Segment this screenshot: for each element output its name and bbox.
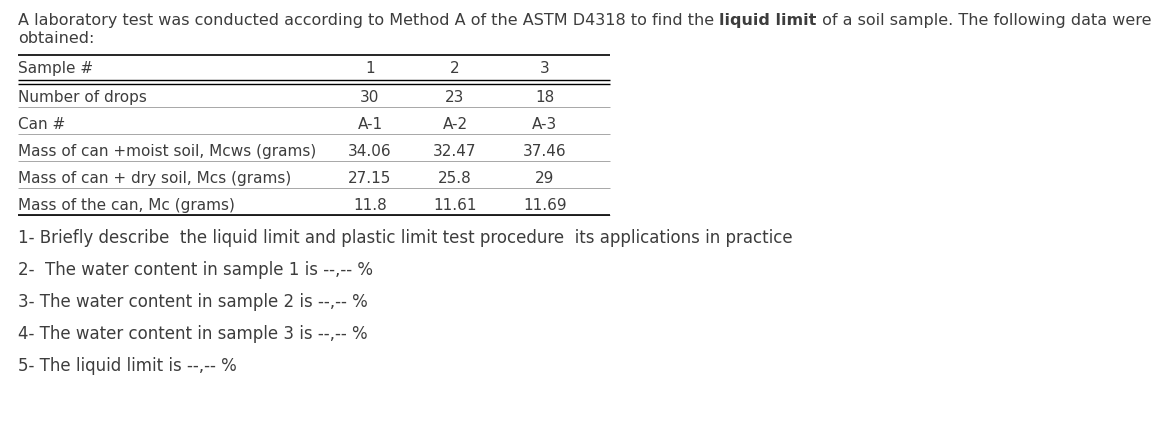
Text: obtained:: obtained: — [18, 31, 94, 46]
Text: Mass of the can, Mc (grams): Mass of the can, Mc (grams) — [18, 198, 235, 213]
Text: 29: 29 — [535, 171, 555, 186]
Text: 11.69: 11.69 — [524, 198, 566, 213]
Text: 37.46: 37.46 — [524, 144, 566, 159]
Text: Mass of can +moist soil, Mcws (grams): Mass of can +moist soil, Mcws (grams) — [18, 144, 317, 159]
Text: A-1: A-1 — [358, 117, 382, 132]
Text: 30: 30 — [360, 90, 380, 105]
Text: 4- The water content in sample 3 is --,-- %: 4- The water content in sample 3 is --,-… — [18, 325, 367, 343]
Text: A laboratory test was conducted according to Method A of the ASTM D4318 to find : A laboratory test was conducted accordin… — [18, 13, 719, 28]
Text: 3: 3 — [540, 61, 550, 76]
Text: Number of drops: Number of drops — [18, 90, 147, 105]
Text: Mass of can + dry soil, Mcs (grams): Mass of can + dry soil, Mcs (grams) — [18, 171, 291, 186]
Text: 5- The liquid limit is --,-- %: 5- The liquid limit is --,-- % — [18, 357, 237, 375]
Text: 2: 2 — [450, 61, 459, 76]
Text: 11.8: 11.8 — [353, 198, 387, 213]
Text: Can #: Can # — [18, 117, 66, 132]
Text: 1: 1 — [365, 61, 375, 76]
Text: A-3: A-3 — [533, 117, 557, 132]
Text: 25.8: 25.8 — [439, 171, 472, 186]
Text: liquid limit: liquid limit — [719, 13, 816, 28]
Text: 27.15: 27.15 — [349, 171, 391, 186]
Text: A-2: A-2 — [442, 117, 467, 132]
Text: 34.06: 34.06 — [349, 144, 391, 159]
Text: 3- The water content in sample 2 is --,-- %: 3- The water content in sample 2 is --,-… — [18, 293, 368, 311]
Text: 23: 23 — [445, 90, 465, 105]
Text: Sample #: Sample # — [18, 61, 93, 76]
Text: 18: 18 — [535, 90, 555, 105]
Text: of a soil sample. The following data were: of a soil sample. The following data wer… — [816, 13, 1151, 28]
Text: 32.47: 32.47 — [433, 144, 477, 159]
Text: 2-  The water content in sample 1 is --,-- %: 2- The water content in sample 1 is --,-… — [18, 261, 373, 279]
Text: 1- Briefly describe  the liquid limit and plastic limit test procedure  its appl: 1- Briefly describe the liquid limit and… — [18, 229, 793, 247]
Text: 11.61: 11.61 — [433, 198, 477, 213]
